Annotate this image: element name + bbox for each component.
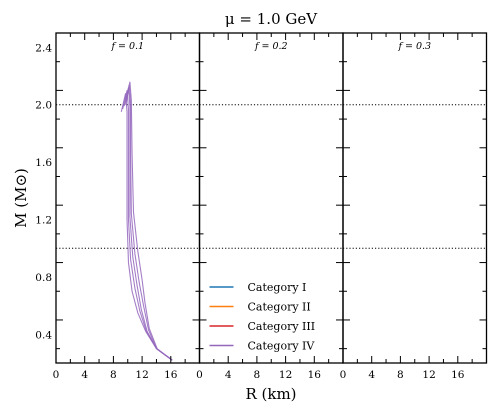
x-tick-label: 4 <box>368 369 375 381</box>
legend: Category I Category II Category III Categor… <box>209 281 316 353</box>
panel-label: f = 0.2 <box>254 41 288 52</box>
legend-label: Category IV <box>248 340 316 353</box>
panel-label: f = 0.3 <box>397 41 431 52</box>
y-axis-label: M (M⊙) <box>12 168 30 228</box>
x-tick-label: 0 <box>340 369 347 381</box>
chart-title: μ = 1.0 GeV <box>225 10 318 28</box>
x-tick-label: 8 <box>397 369 404 381</box>
x-tick-label: 8 <box>110 369 117 381</box>
x-tick-label: 16 <box>308 369 322 381</box>
panel-frame <box>198 32 344 364</box>
x-tick-label: 4 <box>225 369 232 381</box>
x-tick-label: 12 <box>279 369 292 381</box>
panel-1: 0 4 8 12 16 0.4 0.8 1.2 1.6 2.0 2.4 f = 0.1 <box>35 32 201 381</box>
legend-label: Category I <box>248 281 307 294</box>
y-tick-label: 2.0 <box>35 100 52 112</box>
legend-label: Category II <box>248 301 311 314</box>
panel-frame <box>55 32 201 364</box>
legend-label: Category III <box>248 320 316 333</box>
panel-frame <box>342 32 488 364</box>
x-tick-label: 12 <box>135 369 148 381</box>
x-tick-label: 4 <box>81 369 88 381</box>
x-tick-label: 0 <box>196 369 203 381</box>
y-tick-label: 0.8 <box>35 272 52 284</box>
y-tick-label: 0.4 <box>35 329 52 341</box>
x-tick-label: 12 <box>422 369 435 381</box>
y-tick-label: 2.4 <box>35 42 52 54</box>
x-tick-label: 8 <box>254 369 261 381</box>
y-tick-label: 1.6 <box>35 157 52 169</box>
series-line <box>125 84 173 361</box>
x-axis-label: R (km) <box>245 385 296 403</box>
x-tick-label: 16 <box>164 369 178 381</box>
x-tick-label: 16 <box>451 369 465 381</box>
y-tick-label: 1.2 <box>35 215 52 227</box>
series-line <box>125 81 173 361</box>
x-tick-label: 0 <box>53 369 60 381</box>
panel-label: f = 0.1 <box>110 41 144 52</box>
panel-3: 0 4 8 12 16 f = 0.3 <box>340 32 488 381</box>
series-line <box>123 87 173 361</box>
panels: 0 4 8 12 16 0.4 0.8 1.2 1.6 2.0 2.4 f = 0.1 0 4 8 12 16 f… <box>35 32 488 381</box>
